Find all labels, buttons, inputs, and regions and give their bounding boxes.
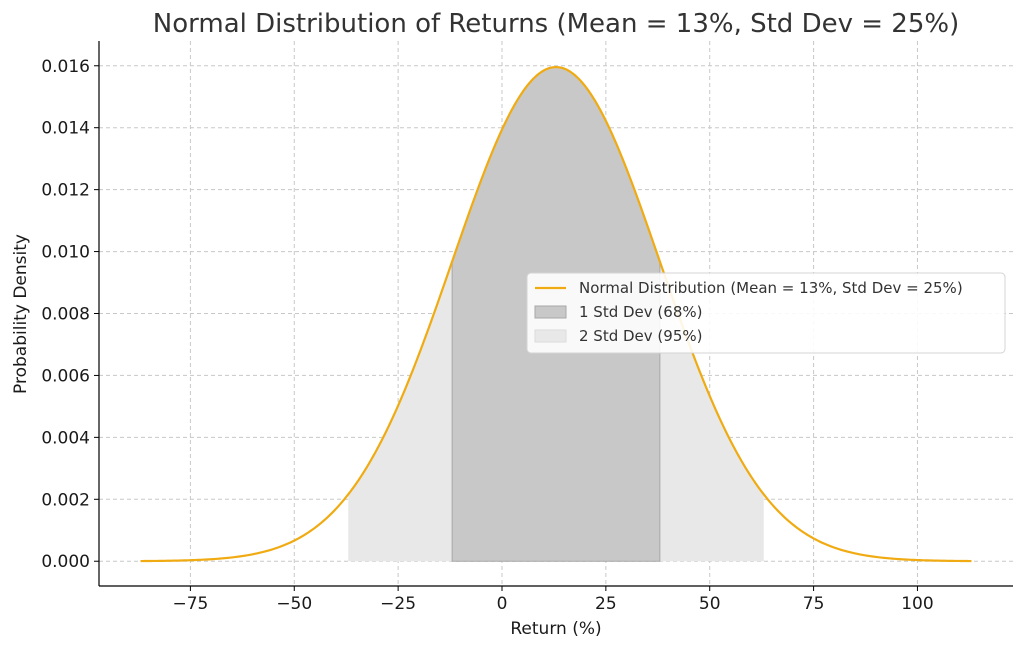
y-tick-label: 0.016 bbox=[41, 57, 90, 77]
x-tick-label: 25 bbox=[595, 594, 617, 614]
y-tick-label: 0.000 bbox=[41, 552, 90, 572]
y-tick-label: 0.002 bbox=[41, 490, 90, 510]
x-tick-label: −75 bbox=[172, 594, 208, 614]
y-tick-label: 0.006 bbox=[41, 366, 90, 386]
x-tick-label: 50 bbox=[699, 594, 721, 614]
x-tick-label: −50 bbox=[276, 594, 312, 614]
legend: Normal Distribution (Mean = 13%, Std Dev… bbox=[526, 272, 1006, 354]
chart-title: Normal Distribution of Returns (Mean = 1… bbox=[153, 9, 959, 39]
x-tick-label: −25 bbox=[380, 594, 416, 614]
y-tick-label: 0.010 bbox=[41, 243, 90, 263]
y-axis-label: Probability Density bbox=[11, 234, 31, 394]
legend-label: 2 Std Dev (95%) bbox=[579, 327, 702, 345]
legend-label: Normal Distribution (Mean = 13%, Std Dev… bbox=[579, 279, 963, 297]
y-tick-label: 0.014 bbox=[41, 119, 90, 139]
legend-box bbox=[526, 272, 1006, 354]
y-tick-label: 0.012 bbox=[41, 181, 90, 201]
y-tick-label: 0.004 bbox=[41, 428, 90, 448]
y-tick-label: 0.008 bbox=[41, 305, 90, 325]
x-tick-label: 75 bbox=[803, 594, 825, 614]
legend-swatch-1-std-dev bbox=[534, 305, 567, 319]
x-axis-label: Return (%) bbox=[510, 619, 601, 639]
legend-label: 1 Std Dev (68%) bbox=[579, 303, 702, 321]
distribution-curve-layer bbox=[140, 65, 972, 563]
x-tick-label: 100 bbox=[901, 594, 933, 614]
distribution-curve bbox=[140, 65, 972, 563]
tick-labels: −75 −50 −25 0 25 50 75 100 0.000 0.002 0.004 0.006 0… bbox=[41, 57, 933, 614]
legend-swatch-2-std-dev bbox=[534, 329, 567, 343]
x-tick-label: 0 bbox=[497, 594, 508, 614]
